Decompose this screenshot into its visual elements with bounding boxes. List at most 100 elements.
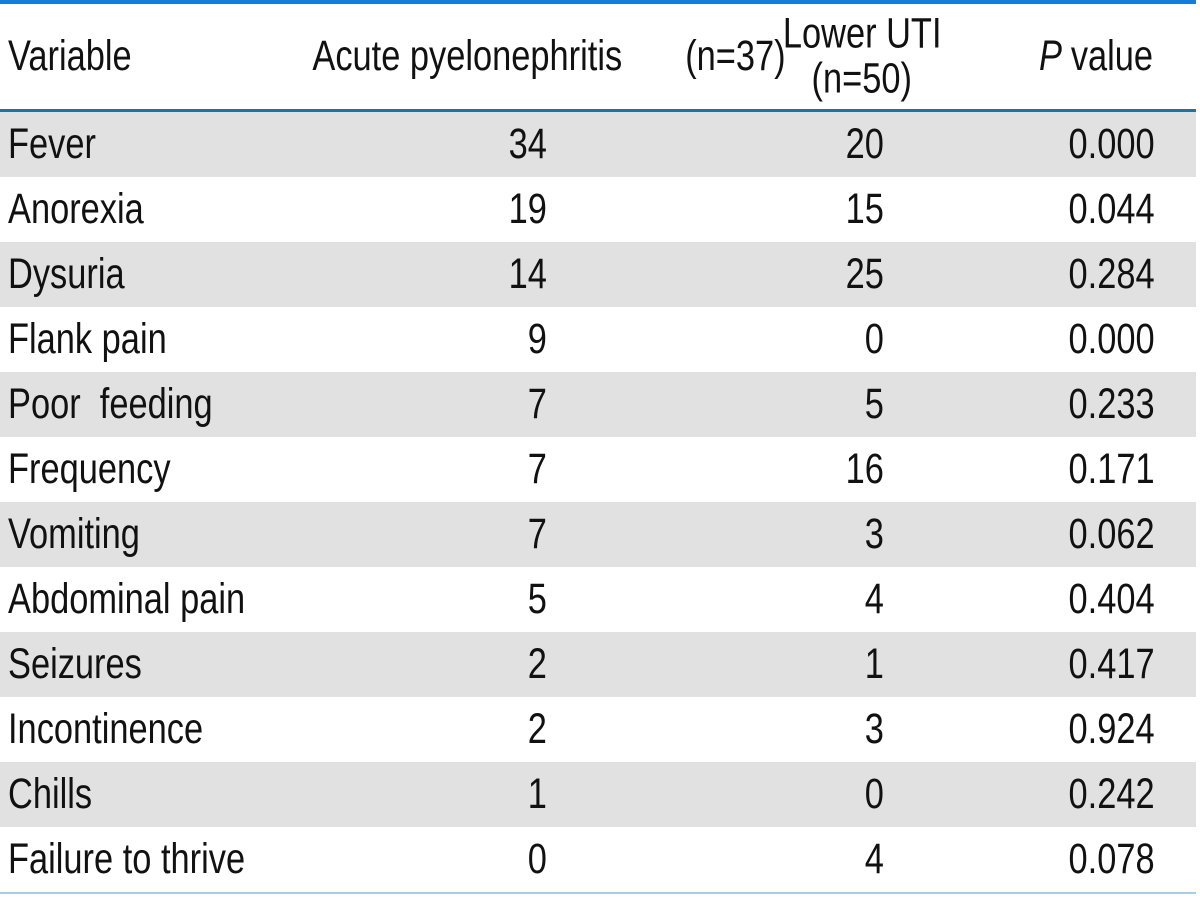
cell-variable: Incontinence [0, 705, 300, 754]
cell-variable: Vomiting [0, 510, 300, 559]
table-row-fever: Fever 34 20 0.000 [0, 112, 1196, 177]
cell-p-value: 0.404 [900, 575, 1196, 624]
apn-count: 7 [527, 510, 547, 558]
cell-uti-count: 4 [560, 835, 900, 884]
variable-label: Failure to thrive [8, 835, 246, 883]
p-value-italic-symbol: P [1038, 31, 1062, 80]
p-value: 0.417 [1068, 640, 1155, 688]
variable-label: Flank pain [8, 315, 167, 363]
cell-p-value: 0.233 [900, 380, 1196, 429]
p-value: 0.062 [1068, 510, 1155, 558]
uti-count: 3 [864, 510, 884, 558]
column-header-uti-line1: Lower UTI [782, 8, 942, 57]
cell-uti-count: 3 [560, 705, 900, 754]
uti-count: 25 [845, 250, 884, 298]
table-row-dysuria: Dysuria 14 25 0.284 [0, 242, 1196, 307]
cell-p-value: 0.924 [900, 705, 1196, 754]
cell-p-value: 0.284 [900, 250, 1196, 299]
variable-label: Chills [8, 770, 93, 818]
variable-label: Anorexia [8, 185, 144, 233]
cell-apn-count: 34 [300, 120, 560, 169]
uti-count: 16 [845, 445, 884, 493]
cell-apn-count: 7 [300, 510, 560, 559]
apn-count: 0 [527, 835, 547, 883]
cell-p-value: 0.242 [900, 770, 1196, 819]
cell-uti-count: 3 [560, 510, 900, 559]
column-header-apn-line2: (n=37) [685, 31, 786, 80]
cell-variable: Failure to thrive [0, 835, 300, 884]
uti-count: 5 [864, 380, 884, 428]
table-top-border [0, 0, 1196, 4]
cell-variable: Flank pain [0, 315, 300, 364]
p-value: 0.404 [1068, 575, 1155, 623]
variable-label: Poor feeding [8, 380, 213, 428]
cell-uti-count: 25 [560, 250, 900, 299]
cell-apn-count: 1 [300, 770, 560, 819]
uti-count: 1 [864, 640, 884, 688]
cell-uti-count: 15 [560, 185, 900, 234]
cell-variable: Seizures [0, 640, 300, 689]
apn-count: 7 [527, 380, 547, 428]
cell-apn-count: 7 [300, 380, 560, 429]
cell-apn-count: 2 [300, 640, 560, 689]
p-value: 0.044 [1068, 185, 1155, 233]
apn-count: 2 [527, 640, 547, 688]
table-row-poor-feeding: Poor feeding 7 5 0.233 [0, 372, 1196, 437]
cell-p-value: 0.062 [900, 510, 1196, 559]
cell-p-value: 0.417 [900, 640, 1196, 689]
cell-variable: Abdominal pain [0, 575, 300, 624]
variable-label: Vomiting [8, 510, 140, 558]
header-divider-rule [0, 109, 1196, 112]
cell-variable: Fever [0, 120, 300, 169]
table-row-vomiting: Vomiting 7 3 0.062 [0, 502, 1196, 567]
column-header-acute-pyelonephritis: Acute pyelonephritis (n=37) [274, 31, 799, 80]
cell-apn-count: 9 [300, 315, 560, 364]
cell-p-value: 0.171 [900, 445, 1196, 494]
cell-p-value: 0.000 [900, 315, 1196, 364]
cell-uti-count: 1 [560, 640, 900, 689]
cell-variable: Frequency [0, 445, 300, 494]
cell-apn-count: 7 [300, 445, 560, 494]
table-row-frequency: Frequency 7 16 0.171 [0, 437, 1196, 502]
column-header-uti-line2: (n=50) [811, 54, 913, 103]
table-row-incontinence: Incontinence 2 3 0.924 [0, 697, 1196, 762]
table-row-failure-to-thrive: Failure to thrive 0 4 0.078 [0, 827, 1196, 892]
p-value: 0.171 [1068, 445, 1155, 493]
column-header-variable: Variable [8, 31, 163, 80]
cell-variable: Poor feeding [0, 380, 300, 429]
cell-p-value: 0.044 [900, 185, 1196, 234]
apn-count: 19 [508, 185, 547, 233]
cell-uti-count: 20 [560, 120, 900, 169]
apn-count: 14 [508, 250, 547, 298]
table-row-anorexia: Anorexia 19 15 0.044 [0, 177, 1196, 242]
cell-variable: Anorexia [0, 185, 300, 234]
p-value: 0.233 [1068, 380, 1155, 428]
cell-uti-count: 16 [560, 445, 900, 494]
table-row-flank-pain: Flank pain 9 0 0.000 [0, 307, 1196, 372]
variable-label: Dysuria [8, 250, 125, 298]
cell-apn-count: 0 [300, 835, 560, 884]
uti-count: 3 [864, 705, 884, 753]
uti-count: 0 [864, 315, 884, 363]
cell-uti-count: 4 [560, 575, 900, 624]
apn-count: 1 [527, 770, 547, 818]
apn-count: 34 [508, 120, 547, 168]
cell-variable: Dysuria [0, 250, 300, 299]
p-value: 0.924 [1068, 705, 1155, 753]
cell-uti-count: 0 [560, 770, 900, 819]
apn-count: 9 [527, 315, 547, 363]
column-header-lower-uti: Lower UTI (n=50) [695, 8, 1029, 103]
cell-p-value: 0.000 [900, 120, 1196, 169]
variable-label: Abdominal pain [8, 575, 246, 623]
table-header-row: Variable Acute pyelonephritis (n=37) Low… [0, 4, 1196, 109]
p-value-word: value [1070, 31, 1154, 80]
p-value: 0.284 [1068, 250, 1155, 298]
table-row-seizures: Seizures 2 1 0.417 [0, 632, 1196, 697]
cell-apn-count: 14 [300, 250, 560, 299]
column-header-variable-label: Variable [8, 31, 132, 80]
cell-uti-count: 0 [560, 315, 900, 364]
